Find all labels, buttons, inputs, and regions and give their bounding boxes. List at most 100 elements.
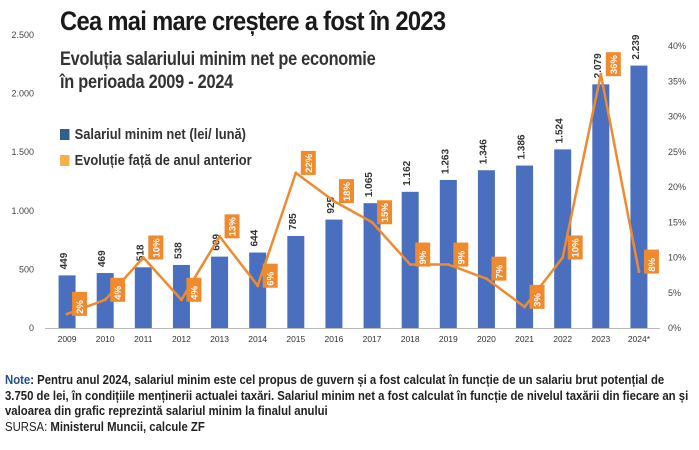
y-left-tick-label: 2.000 (11, 89, 34, 99)
line-label-box (415, 242, 431, 267)
bar (630, 65, 648, 328)
bar-value-label: 538 (173, 242, 184, 259)
line-label-box (605, 52, 621, 77)
x-tick-label: 2011 (134, 334, 153, 344)
x-tick-label: 2020 (477, 334, 496, 344)
bar (325, 219, 343, 328)
x-tick-label: 2018 (401, 334, 420, 344)
bar (439, 179, 457, 328)
line-series (66, 72, 641, 316)
line-label-box (377, 200, 393, 225)
line-point (256, 284, 260, 288)
line-label-box (300, 150, 316, 175)
line-label-box (529, 284, 545, 309)
bar-value-label: 1.386 (517, 134, 528, 159)
chart-title: Cea mai mare creștere a fost în 2023 (60, 6, 446, 36)
bar-value-label: 449 (59, 252, 70, 269)
bar-value-label: 925 (326, 196, 337, 213)
line-point (65, 312, 69, 316)
line-point (561, 256, 565, 259)
line-value-label: 6% (266, 271, 277, 285)
footnote: Note: Pentru anul 2024, salariul minim e… (5, 372, 693, 434)
bar-value-label: 1.263 (440, 149, 451, 174)
y-right-tick-label: 5% (668, 288, 681, 298)
legend-label-line: Evoluție față de anul anterior (74, 152, 252, 169)
bar-value-label: 2.239 (631, 34, 642, 59)
subtitle-line-2: în perioada 2009 - 2024 (60, 72, 233, 93)
x-tick-label: 2023 (591, 334, 610, 344)
x-tick-label: 2019 (439, 334, 458, 344)
source-label: SURSA: (5, 418, 51, 434)
line-point (408, 263, 412, 267)
line-point (332, 199, 336, 203)
line-value-label: 8% (647, 257, 658, 271)
legend-label-bar: Salariul minim net (lei/ lună) (74, 126, 246, 143)
line-value-label: 7% (494, 264, 505, 278)
line-label-box (72, 291, 88, 316)
chart-svg: 0 500 1.000 1.500 2.000 2.500 0% 5% 10% 15% 20% 25%… (11, 30, 686, 344)
bar (592, 84, 610, 328)
y-left-tick-label: 1.500 (11, 147, 34, 157)
line-point (523, 305, 527, 309)
line-label-box (224, 214, 240, 239)
x-tick-label: 2015 (286, 334, 305, 344)
bar (172, 264, 190, 328)
line-label-box (186, 277, 202, 302)
bar (401, 191, 419, 328)
line-label-box (643, 249, 659, 274)
bar-value-label: 1.524 (555, 118, 566, 143)
x-tick-label: 2014 (248, 334, 267, 344)
legend-swatch-bar (60, 129, 70, 140)
line-value-label: 13% (228, 217, 239, 237)
x-tick-label: 2016 (324, 334, 343, 344)
line-point (446, 263, 450, 267)
x-tick-label: 2010 (96, 334, 115, 344)
y-left-tick-label: 1.000 (11, 206, 34, 216)
y-right-tick-label: 25% (668, 147, 686, 157)
x-tick-label: 2021 (515, 334, 534, 344)
bar-value-label: 1.162 (402, 160, 413, 185)
line-point (103, 298, 107, 302)
legend-swatch-line (60, 155, 70, 166)
x-tick-label: 2022 (553, 334, 572, 344)
line-value-label: 10% (151, 238, 162, 258)
legend-item-line: Evoluție față de anul anterior (60, 152, 252, 169)
bar-value-label: 1.065 (364, 172, 375, 197)
line-value-label: 10% (571, 238, 582, 258)
line-value-label: 9% (418, 250, 429, 264)
line-point (637, 270, 641, 274)
line-value-label: 3% (533, 293, 544, 307)
line-value-label: 4% (189, 286, 200, 300)
bar-value-label: 644 (250, 229, 261, 246)
line-point (599, 72, 603, 76)
note-text: : Pentru anul 2024, salariul minim este … (5, 372, 689, 418)
bar (363, 203, 381, 328)
line-point (294, 171, 298, 175)
y-right-tick-label: 0% (668, 323, 681, 333)
y-left-tick-label: 0 (29, 323, 34, 333)
line-point (218, 234, 222, 238)
y-right-tick-label: 15% (668, 217, 686, 227)
line-point (141, 256, 145, 259)
bar-value-label: 518 (135, 244, 146, 261)
bar-value-label: 469 (97, 250, 108, 267)
line-label-box (110, 277, 126, 302)
line-label-box (491, 256, 507, 281)
y-right-tick-label: 30% (668, 112, 686, 122)
line-value-label: 2% (75, 300, 86, 314)
bar (477, 170, 495, 328)
bar (287, 235, 305, 328)
line-value-label: 22% (304, 153, 315, 173)
bar (211, 256, 229, 328)
line-label-box (148, 235, 164, 260)
line-value-label: 36% (609, 55, 620, 75)
bar (516, 165, 534, 328)
line-point (370, 220, 374, 224)
note-label: Note (5, 372, 31, 387)
line-label-box (262, 263, 278, 288)
line-point (484, 277, 488, 281)
bar (58, 275, 76, 328)
legend-item-bar: Salariul minim net (lei/ lună) (60, 126, 246, 143)
subtitle-line-1: Evoluția salariului minim net pe economi… (60, 49, 376, 70)
source-text: Ministerul Muncii, calcule ZF (50, 418, 205, 434)
